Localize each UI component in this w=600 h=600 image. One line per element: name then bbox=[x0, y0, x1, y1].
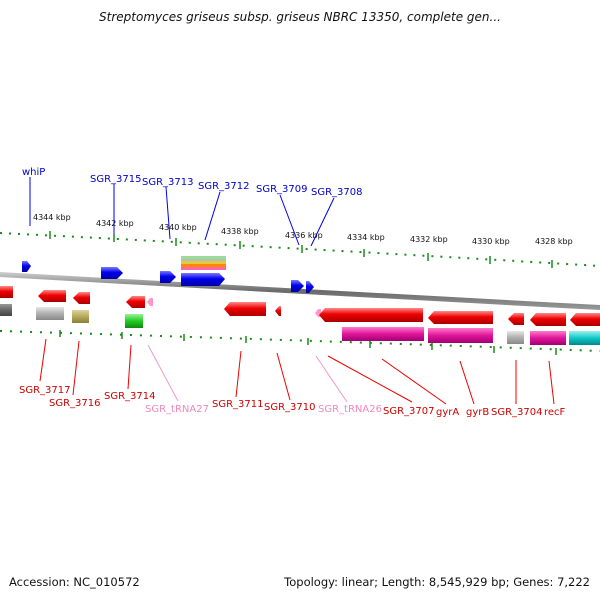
feature-stack bbox=[181, 256, 226, 270]
forward-genes bbox=[22, 261, 314, 293]
leader-line bbox=[127, 344, 132, 390]
bottom-leaders bbox=[39, 338, 555, 405]
scale-label: 4336 kbp bbox=[285, 231, 323, 240]
leader-line bbox=[279, 194, 300, 246]
gene-label-top[interactable]: SGR_3709 bbox=[256, 184, 308, 195]
gene-label-bottom[interactable]: SGR_3716 bbox=[49, 398, 101, 409]
gene-label-top[interactable]: SGR_3708 bbox=[311, 187, 363, 198]
feature-bar bbox=[181, 264, 226, 267]
leader-line bbox=[204, 191, 221, 241]
scale-label: 4340 kbp bbox=[159, 223, 197, 232]
gene-sgr-3713[interactable] bbox=[160, 271, 176, 283]
feature-bar bbox=[181, 256, 226, 259]
gene-label-top[interactable]: SGR_3715 bbox=[90, 174, 142, 185]
feature-box bbox=[507, 331, 524, 344]
leader-line bbox=[459, 360, 475, 405]
lower-track-line bbox=[0, 330, 600, 352]
gene-label-bottom[interactable]: SGR_3717 bbox=[19, 385, 71, 396]
leader-line bbox=[276, 352, 291, 401]
gene-label-bottom[interactable]: recF bbox=[544, 407, 566, 418]
gene-label-top[interactable]: SGR_3713 bbox=[142, 177, 194, 188]
feature-box bbox=[72, 310, 89, 323]
scale-label: 4344 kbp bbox=[33, 213, 71, 222]
gene-label-bottom[interactable]: gyrA bbox=[436, 407, 459, 418]
feature-bar bbox=[181, 267, 226, 270]
scale-label: 4342 kbp bbox=[96, 219, 134, 228]
feature-box bbox=[36, 307, 64, 320]
map-title: Streptomyces griseus subsp. griseus NBRC… bbox=[99, 10, 501, 24]
leader-line bbox=[315, 355, 348, 403]
feature-box bbox=[569, 331, 600, 345]
gene-sgr-3711[interactable] bbox=[224, 302, 266, 316]
gene-label-bottom[interactable]: SGR_3707 bbox=[383, 406, 435, 417]
top-leaders bbox=[29, 177, 335, 247]
leader-line bbox=[235, 350, 242, 398]
gene-label-bottom[interactable]: SGR_3714 bbox=[104, 391, 156, 402]
gene-sgr-3704[interactable] bbox=[508, 313, 524, 325]
gene-label-bottom[interactable]: SGR_3704 bbox=[491, 407, 543, 418]
gene-label-bottom[interactable]: gyrB bbox=[466, 407, 489, 418]
gene-label-bottom[interactable]: SGR_tRNA26 bbox=[318, 404, 382, 415]
gene-sgr-3707[interactable] bbox=[319, 308, 423, 322]
gene-sgr-3710[interactable] bbox=[275, 306, 281, 316]
gene-sgr-3718[interactable] bbox=[0, 286, 13, 298]
scale-label: 4334 kbp bbox=[347, 233, 385, 242]
gene-sgr-3709[interactable] bbox=[291, 280, 304, 292]
genome-backbone bbox=[0, 272, 600, 310]
gene-gyrA[interactable] bbox=[428, 311, 493, 324]
scale-label: 4330 kbp bbox=[472, 237, 510, 246]
gene-sgr-3708[interactable] bbox=[306, 281, 314, 293]
topology-text: Topology: linear; Length: 8,545,929 bp; … bbox=[284, 575, 590, 589]
gene-sgr-3714[interactable] bbox=[126, 296, 145, 308]
accession-text: Accession: NC_010572 bbox=[9, 575, 140, 589]
scale-track bbox=[0, 231, 600, 268]
feature-box bbox=[342, 327, 424, 341]
gene-label-top[interactable]: SGR_3712 bbox=[198, 181, 250, 192]
feature-bar bbox=[181, 261, 226, 264]
scale-label: 4332 kbp bbox=[410, 235, 448, 244]
gene-partial[interactable] bbox=[570, 313, 600, 326]
gene-label-bottom[interactable]: SGR_tRNA27 bbox=[145, 404, 209, 415]
gene-recF[interactable] bbox=[530, 313, 566, 326]
feature-boxes bbox=[0, 304, 600, 345]
feature-box bbox=[125, 314, 143, 328]
gene-label-bottom[interactable]: SGR_3710 bbox=[264, 402, 316, 413]
gene-sgr-trna27[interactable] bbox=[147, 298, 153, 306]
feature-box bbox=[530, 331, 566, 345]
scale-label: 4328 kbp bbox=[535, 237, 573, 246]
leader-line bbox=[310, 197, 335, 247]
feature-bar bbox=[181, 259, 226, 261]
leader-line bbox=[165, 186, 171, 240]
gene-label-bottom[interactable]: SGR_3711 bbox=[212, 399, 264, 410]
leader-line bbox=[147, 344, 179, 402]
leader-line bbox=[39, 338, 47, 382]
reverse-genes bbox=[0, 286, 600, 326]
leader-line bbox=[381, 358, 447, 405]
leader-line bbox=[327, 355, 413, 403]
feature-box bbox=[428, 328, 493, 343]
lower-track bbox=[0, 330, 600, 355]
leader-line bbox=[548, 360, 555, 405]
gene-sgr-3716[interactable] bbox=[73, 292, 90, 304]
gene-sgr-3715[interactable] bbox=[101, 267, 123, 279]
gene-whiP[interactable] bbox=[22, 261, 31, 272]
gene-sgr-3712[interactable] bbox=[181, 273, 225, 286]
scale-label: 4338 kbp bbox=[221, 227, 259, 236]
leader-line bbox=[72, 340, 80, 396]
gene-label-top[interactable]: whiP bbox=[22, 167, 45, 178]
gene-sgr-3717[interactable] bbox=[38, 290, 66, 302]
feature-box bbox=[0, 304, 12, 316]
